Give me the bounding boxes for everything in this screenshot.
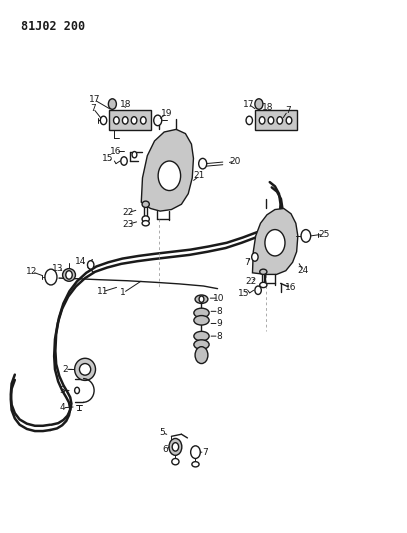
Circle shape: [255, 99, 263, 109]
Polygon shape: [109, 110, 151, 131]
Text: 25: 25: [318, 230, 330, 239]
Circle shape: [108, 99, 116, 109]
Ellipse shape: [260, 282, 267, 288]
Circle shape: [195, 346, 208, 364]
Text: 23: 23: [123, 220, 134, 229]
Circle shape: [301, 230, 311, 242]
Circle shape: [158, 161, 181, 191]
Circle shape: [121, 157, 127, 165]
Text: 16: 16: [285, 283, 297, 292]
Circle shape: [66, 271, 72, 279]
Text: 17: 17: [243, 100, 254, 109]
Circle shape: [286, 117, 292, 124]
Text: 8: 8: [216, 307, 222, 316]
Ellipse shape: [142, 216, 149, 222]
Polygon shape: [252, 208, 298, 274]
Text: 14: 14: [75, 257, 87, 266]
Circle shape: [190, 446, 200, 458]
Circle shape: [252, 253, 258, 261]
Ellipse shape: [79, 364, 91, 375]
Text: 13: 13: [53, 264, 64, 273]
Circle shape: [265, 230, 285, 256]
Circle shape: [259, 117, 265, 124]
Ellipse shape: [194, 308, 209, 318]
Text: 20: 20: [229, 157, 241, 166]
Text: 1: 1: [120, 288, 126, 297]
Circle shape: [88, 261, 94, 269]
Circle shape: [169, 439, 182, 455]
Text: 24: 24: [298, 266, 309, 275]
Ellipse shape: [195, 295, 208, 303]
Ellipse shape: [172, 458, 179, 465]
Ellipse shape: [142, 201, 149, 207]
Text: 21: 21: [194, 171, 205, 180]
Ellipse shape: [194, 316, 209, 325]
Circle shape: [132, 151, 137, 158]
Circle shape: [45, 269, 57, 285]
Text: 8: 8: [216, 332, 222, 341]
Ellipse shape: [194, 340, 209, 349]
Text: 81J02 200: 81J02 200: [21, 20, 85, 33]
Circle shape: [140, 117, 146, 124]
Text: 7: 7: [90, 104, 96, 113]
Circle shape: [123, 117, 128, 124]
Polygon shape: [141, 130, 193, 211]
Text: 7: 7: [285, 107, 291, 116]
Text: 3: 3: [59, 386, 65, 395]
Ellipse shape: [194, 332, 209, 341]
Circle shape: [74, 387, 79, 393]
Ellipse shape: [74, 358, 96, 381]
Text: 16: 16: [110, 147, 122, 156]
Text: 15: 15: [102, 154, 114, 163]
Circle shape: [277, 117, 282, 124]
Circle shape: [199, 158, 207, 169]
Text: 4: 4: [59, 403, 65, 413]
Circle shape: [154, 115, 162, 126]
Text: 12: 12: [26, 267, 38, 276]
Text: 7: 7: [202, 448, 208, 457]
Circle shape: [246, 116, 252, 125]
Text: 22: 22: [245, 277, 256, 286]
Ellipse shape: [260, 269, 267, 274]
Text: 19: 19: [161, 109, 172, 118]
Text: 22: 22: [123, 208, 133, 217]
Ellipse shape: [142, 221, 149, 226]
Ellipse shape: [192, 462, 199, 467]
Polygon shape: [255, 110, 297, 131]
Text: 6: 6: [162, 445, 168, 454]
Circle shape: [199, 296, 204, 302]
Circle shape: [172, 443, 179, 451]
Text: 18: 18: [262, 103, 274, 112]
Ellipse shape: [63, 269, 75, 281]
Text: 15: 15: [238, 289, 249, 298]
Text: 18: 18: [120, 100, 131, 109]
Circle shape: [255, 286, 261, 294]
Circle shape: [101, 116, 107, 125]
Text: 2: 2: [62, 365, 68, 374]
Text: 7: 7: [244, 258, 250, 267]
Text: 5: 5: [159, 428, 165, 437]
Text: 9: 9: [216, 319, 222, 328]
Text: 17: 17: [89, 95, 100, 104]
Circle shape: [114, 117, 119, 124]
Circle shape: [268, 117, 274, 124]
Text: 11: 11: [96, 287, 108, 296]
Circle shape: [131, 117, 137, 124]
Text: 10: 10: [213, 294, 225, 303]
